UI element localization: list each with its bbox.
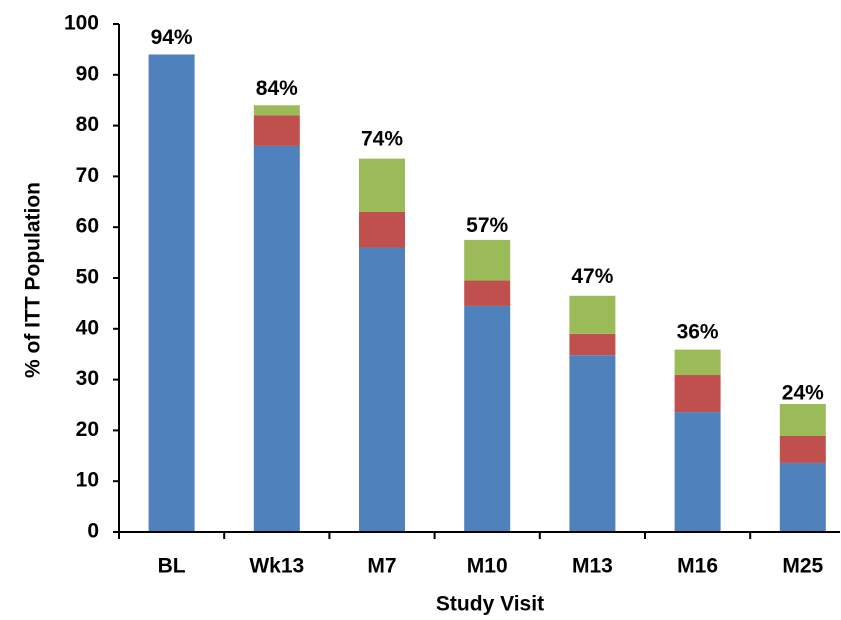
- bar-segment: [779, 403, 826, 436]
- total-label: 84%: [256, 77, 298, 100]
- bar-segment: [674, 349, 721, 376]
- x-tick-label: M10: [467, 555, 508, 578]
- bar-segment: [569, 295, 616, 334]
- bar-segment: [359, 211, 405, 248]
- bar-segment: [148, 54, 195, 532]
- y-tick-label: 60: [76, 215, 99, 238]
- x-tick-label: BL: [158, 555, 186, 578]
- bar-segment: [253, 105, 300, 116]
- bar-segment: [253, 115, 300, 146]
- bar-segment: [779, 435, 826, 463]
- total-label: 36%: [677, 321, 719, 344]
- total-label: 47%: [571, 265, 613, 288]
- x-tick-label: M13: [572, 555, 613, 578]
- x-tick-label: Wk13: [249, 555, 304, 578]
- y-tick-label: 100: [64, 12, 99, 35]
- y-tick-label: 90: [76, 62, 99, 85]
- bar-segment: [253, 145, 300, 533]
- total-label: 94%: [151, 26, 193, 49]
- y-tick-label: 0: [87, 520, 99, 543]
- total-label: 74%: [361, 128, 403, 151]
- y-axis-title: % of ITT Population: [22, 182, 45, 378]
- bar-segment: [674, 412, 721, 532]
- x-tick-label: M25: [782, 555, 823, 578]
- y-tick-label: 30: [76, 367, 99, 390]
- bar-segment: [359, 158, 405, 212]
- x-tick-label: M7: [367, 555, 396, 578]
- y-tick-label: 40: [76, 316, 99, 339]
- y-tick-label: 10: [76, 469, 99, 492]
- bar-segment: [359, 247, 405, 532]
- total-label: 24%: [782, 382, 824, 405]
- bar-segment: [464, 280, 511, 306]
- bar-segment: [464, 305, 511, 532]
- bar-segment: [674, 375, 721, 413]
- bar-segment: [569, 355, 616, 532]
- bar-segment: [779, 462, 826, 532]
- y-tick-label: 70: [76, 164, 99, 187]
- y-tick-label: 80: [76, 113, 99, 136]
- bar-segment: [569, 333, 616, 356]
- y-tick-label: 20: [76, 418, 99, 441]
- total-label: 57%: [466, 214, 508, 237]
- x-axis-title: Study Visit: [436, 593, 544, 616]
- x-tick-label: M16: [677, 555, 718, 578]
- bar-segment: [464, 239, 511, 281]
- y-tick-label: 50: [76, 266, 99, 289]
